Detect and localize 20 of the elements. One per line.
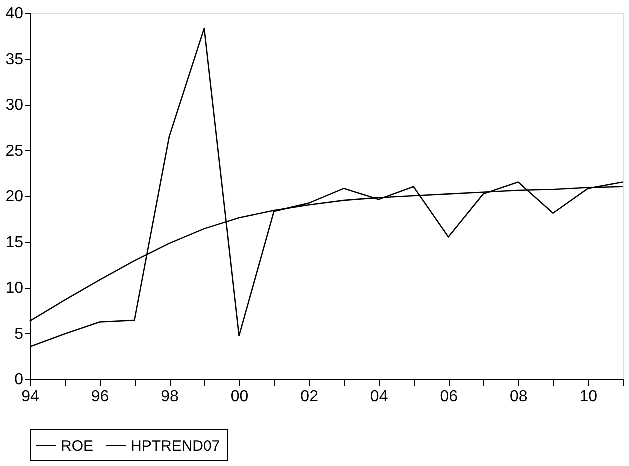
y-tick-label: 0 [14,372,24,388]
legend-label: ROE [61,438,94,455]
y-tick-label: 40 [6,6,24,22]
x-tick-label: 06 [440,388,458,406]
y-tick-label: 30 [6,97,24,114]
x-tick-label: 02 [300,388,319,406]
y-tick-label: 20 [6,188,24,206]
x-tick-label: 10 [580,388,598,406]
x-tick-label: 08 [510,388,528,406]
x-tick-label: 98 [161,388,180,406]
x-tick-label: 94 [22,388,40,406]
y-tick-label: 5 [14,326,24,343]
x-tick-label: 00 [230,388,249,406]
x-tick-label: 96 [91,388,110,406]
x-tick-label: 04 [370,388,388,406]
y-tick-label: 25 [6,142,24,160]
legend-label: HPTREND07 [131,438,220,455]
y-tick-label: 35 [6,51,24,68]
y-tick-label: 10 [6,280,24,297]
y-tick-label: 15 [6,234,24,252]
